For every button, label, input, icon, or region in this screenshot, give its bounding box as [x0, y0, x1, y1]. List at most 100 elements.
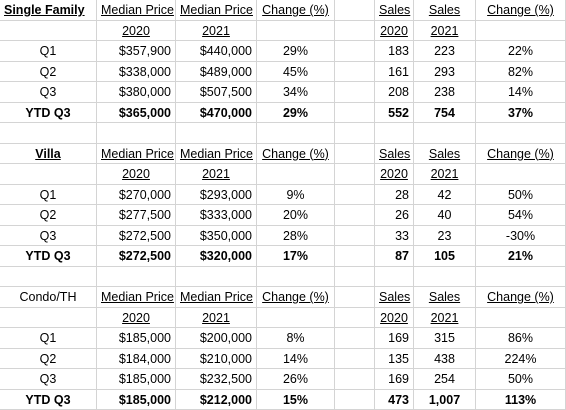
data-cell: 37%	[476, 102, 566, 123]
empty-cell	[476, 266, 566, 287]
empty-cell	[335, 20, 375, 41]
row-label: YTD Q3	[0, 389, 97, 410]
data-cell: $184,000	[97, 348, 176, 369]
column-header: Sales	[375, 0, 414, 21]
data-cell: 17%	[257, 246, 335, 267]
year-header: 2020	[97, 307, 176, 328]
column-header: Sales	[414, 143, 476, 164]
empty-cell	[0, 123, 97, 144]
data-cell: 14%	[257, 348, 335, 369]
data-cell: 22%	[476, 41, 566, 62]
data-cell: 1,007	[414, 389, 476, 410]
section-title: Single Family	[0, 0, 97, 21]
empty-cell	[257, 307, 335, 328]
column-header: Median Price	[97, 143, 176, 164]
data-cell: $210,000	[176, 348, 257, 369]
empty-cell	[335, 246, 375, 267]
empty-cell	[414, 123, 476, 144]
empty-cell	[476, 20, 566, 41]
empty-cell	[257, 164, 335, 185]
year-header: 2021	[414, 307, 476, 328]
data-cell: 20%	[257, 205, 335, 226]
data-cell: 208	[375, 82, 414, 103]
column-header: Median Price	[176, 0, 257, 21]
data-cell: 315	[414, 328, 476, 349]
data-cell: 113%	[476, 389, 566, 410]
column-header: Change (%)	[476, 0, 566, 21]
data-cell: 50%	[476, 184, 566, 205]
data-cell: $507,500	[176, 82, 257, 103]
data-cell: 14%	[476, 82, 566, 103]
column-header: Median Price	[97, 0, 176, 21]
empty-cell	[335, 41, 375, 62]
section-title: Villa	[0, 143, 97, 164]
row-label: YTD Q3	[0, 102, 97, 123]
data-cell: 23	[414, 225, 476, 246]
data-cell: 224%	[476, 348, 566, 369]
empty-cell	[257, 266, 335, 287]
empty-cell	[176, 266, 257, 287]
column-header: Sales	[375, 287, 414, 308]
empty-cell	[335, 0, 375, 21]
data-cell: 754	[414, 102, 476, 123]
data-cell: -30%	[476, 225, 566, 246]
data-cell: $293,000	[176, 184, 257, 205]
data-cell: 29%	[257, 41, 335, 62]
empty-cell	[335, 225, 375, 246]
data-cell: 34%	[257, 82, 335, 103]
data-cell: 87	[375, 246, 414, 267]
year-header: 2020	[375, 307, 414, 328]
year-header: 2021	[176, 164, 257, 185]
empty-cell	[257, 123, 335, 144]
empty-cell	[0, 164, 97, 185]
column-header: Sales	[375, 143, 414, 164]
empty-cell	[0, 20, 97, 41]
row-label: Q1	[0, 41, 97, 62]
empty-cell	[335, 143, 375, 164]
data-cell: $212,000	[176, 389, 257, 410]
empty-cell	[335, 328, 375, 349]
data-cell: 28%	[257, 225, 335, 246]
empty-cell	[335, 287, 375, 308]
data-cell: 15%	[257, 389, 335, 410]
data-cell: $185,000	[97, 369, 176, 390]
data-cell: 552	[375, 102, 414, 123]
empty-cell	[335, 348, 375, 369]
data-cell: $380,000	[97, 82, 176, 103]
row-label: YTD Q3	[0, 246, 97, 267]
column-header: Sales	[414, 287, 476, 308]
year-header: 2020	[375, 20, 414, 41]
data-cell: 169	[375, 328, 414, 349]
empty-cell	[335, 164, 375, 185]
data-cell: $185,000	[97, 389, 176, 410]
column-header: Change (%)	[257, 143, 335, 164]
empty-cell	[335, 102, 375, 123]
row-label: Q2	[0, 348, 97, 369]
empty-cell	[476, 164, 566, 185]
data-cell: 8%	[257, 328, 335, 349]
empty-cell	[97, 123, 176, 144]
empty-cell	[335, 82, 375, 103]
data-cell: $272,500	[97, 225, 176, 246]
data-cell: 40	[414, 205, 476, 226]
data-cell: 26	[375, 205, 414, 226]
column-header: Change (%)	[476, 143, 566, 164]
data-cell: $357,900	[97, 41, 176, 62]
column-header: Change (%)	[257, 287, 335, 308]
data-cell: 169	[375, 369, 414, 390]
row-label: Q1	[0, 328, 97, 349]
data-cell: 29%	[257, 102, 335, 123]
column-header: Change (%)	[257, 0, 335, 21]
data-cell: 9%	[257, 184, 335, 205]
column-header: Median Price	[176, 287, 257, 308]
empty-cell	[335, 307, 375, 328]
empty-cell	[176, 123, 257, 144]
data-cell: 28	[375, 184, 414, 205]
year-header: 2020	[375, 164, 414, 185]
year-header: 2021	[414, 164, 476, 185]
data-cell: 183	[375, 41, 414, 62]
empty-cell	[375, 123, 414, 144]
data-cell: $470,000	[176, 102, 257, 123]
section-title: Condo/TH	[0, 287, 97, 308]
